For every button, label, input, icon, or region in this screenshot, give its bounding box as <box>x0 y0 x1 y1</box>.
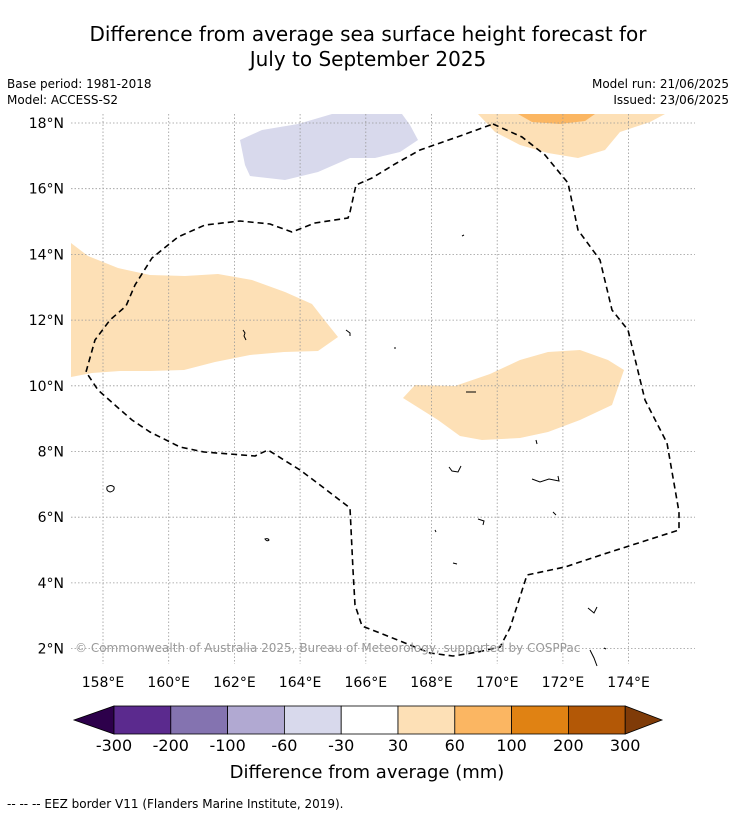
islands <box>106 234 607 667</box>
lat-tick-label: 4°N <box>38 576 64 592</box>
island <box>264 538 270 542</box>
island <box>452 562 458 565</box>
lon-tick-label: 158°E <box>82 675 125 691</box>
lon-tick-label: 170°E <box>476 675 519 691</box>
colorbar-cell <box>227 705 285 735</box>
island <box>589 649 598 667</box>
island <box>448 465 462 473</box>
colorbar-cell <box>283 705 342 735</box>
colorbar-extend-max <box>624 705 664 735</box>
map-title: Difference from average sea surface heig… <box>0 22 736 72</box>
lon-tick-label: 166°E <box>345 675 388 691</box>
colorbar-cell <box>113 705 172 735</box>
lat-tick-label: 2°N <box>38 642 64 658</box>
anomaly-region-north-negative <box>240 114 418 180</box>
island <box>531 475 560 483</box>
copyright-notice: © Commonwealth of Australia 2025, Bureau… <box>75 641 580 655</box>
colorbar-cell <box>454 705 512 735</box>
issued-date: Issued: 23/06/2025 <box>613 93 729 107</box>
lat-tick-label: 10°N <box>29 379 64 395</box>
lat-tick-label: 8°N <box>38 445 64 461</box>
island <box>477 518 485 526</box>
lon-tick-label: 174°E <box>607 675 650 691</box>
lon-tick-label: 164°E <box>279 675 322 691</box>
island <box>603 647 607 650</box>
colorbar-cell <box>397 705 456 735</box>
lon-tick-label: 168°E <box>410 675 453 691</box>
island <box>106 485 115 493</box>
lat-tick-labels: 2°N 4°N 6°N 8°N 10°N 12°N 14°N 16°N 18°N <box>29 116 64 658</box>
colorbar-label: -200 <box>153 736 189 755</box>
island <box>242 329 247 341</box>
info-left: Base period: 1981-2018 Model: ACCESS-S2 <box>7 76 152 108</box>
model-run: Model run: 21/06/2025 <box>591 77 729 91</box>
lon-tick-label: 160°E <box>147 675 190 691</box>
colorbar-cell <box>170 705 229 735</box>
anomaly-region-north-high <box>518 114 595 124</box>
lat-tick-label: 12°N <box>29 313 64 329</box>
eez-border <box>85 123 680 657</box>
base-period: Base period: 1981-2018 <box>7 77 152 91</box>
island <box>434 529 437 533</box>
colorbar-label: 100 <box>496 736 527 755</box>
anomaly-region-west <box>71 243 338 377</box>
island <box>535 439 538 445</box>
colorbar-label: -300 <box>96 736 132 755</box>
colorbar-cell <box>568 705 626 735</box>
lat-tick-label: 18°N <box>29 116 64 132</box>
colorbar-cell <box>340 705 399 735</box>
anomaly-shading <box>71 114 665 440</box>
colorbar-label: -30 <box>328 736 354 755</box>
colorbar-label: 30 <box>388 736 408 755</box>
island <box>587 606 598 614</box>
colorbar-label: -60 <box>271 736 297 755</box>
colorbar-label: 60 <box>445 736 465 755</box>
colorbar-labels: -300 -200 -100 -60 -30 30 60 100 200 300 <box>96 736 641 755</box>
colorbar: -300 -200 -100 -60 -30 30 60 100 200 300 Differen… <box>72 705 664 783</box>
lon-tick-label: 172°E <box>542 675 585 691</box>
info-right: Model run: 21/06/2025 Issued: 23/06/2025 <box>592 76 729 108</box>
lat-tick-label: 16°N <box>29 182 64 198</box>
gridlines <box>71 114 695 664</box>
anomaly-region-northeast <box>478 114 665 158</box>
island <box>552 511 557 516</box>
island <box>345 329 351 336</box>
anomaly-region-central <box>403 350 624 440</box>
island <box>461 234 465 237</box>
model-name: Model: ACCESS-S2 <box>7 93 119 107</box>
colorbar-cell <box>511 705 569 735</box>
colorbar-title: Difference from average (mm) <box>230 762 505 783</box>
lat-tick-label: 14°N <box>29 247 64 263</box>
title-line-1: Difference from average sea surface heig… <box>89 22 647 46</box>
title-line-2: July to September 2025 <box>249 47 487 71</box>
colorbar-label: -100 <box>209 736 245 755</box>
colorbar-cells <box>72 705 664 735</box>
lon-tick-label: 162°E <box>213 675 256 691</box>
colorbar-extend-min <box>72 705 115 735</box>
eez-legend-note: -- -- -- EEZ border V11 (Flanders Marine… <box>7 797 344 811</box>
colorbar-label: 200 <box>553 736 584 755</box>
colorbar-label: 300 <box>610 736 641 755</box>
lon-tick-labels: 158°E 160°E 162°E 164°E 166°E 168°E 170°E 172°E… <box>82 675 650 691</box>
lat-tick-label: 6°N <box>38 510 64 526</box>
